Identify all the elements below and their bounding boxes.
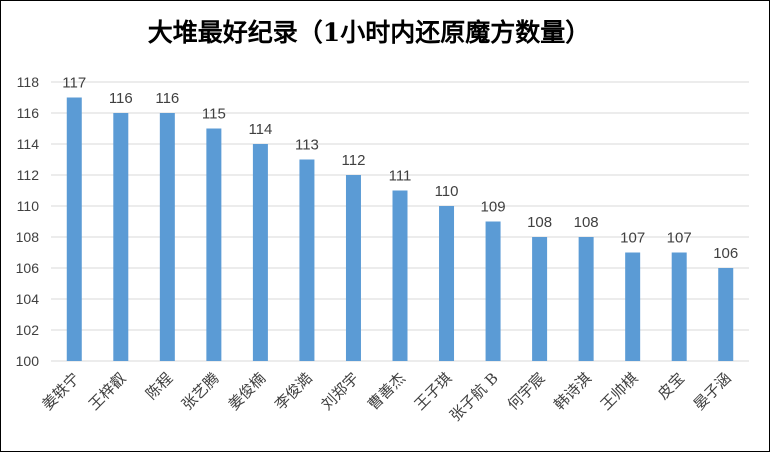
x-category-label: 张子航 B: [446, 369, 502, 425]
x-category-label: 韩诗淇: [550, 369, 595, 414]
x-category-label: 曹善杰: [364, 369, 409, 414]
bar: [578, 237, 594, 361]
x-category-label: 李俊澔: [271, 369, 316, 414]
bar: [439, 206, 455, 361]
y-tick-label: 118: [17, 74, 40, 90]
bar: [532, 237, 548, 361]
bar-value-label: 108: [527, 214, 552, 231]
bars: [66, 97, 734, 361]
y-tick-label: 102: [16, 322, 40, 338]
bar: [252, 144, 268, 361]
bar: [113, 113, 129, 361]
bar: [159, 113, 175, 361]
y-tick-label: 100: [16, 353, 40, 369]
chart-title: 大堆最好纪录（1小时内还原魔方数量）: [148, 18, 590, 47]
x-category-label: 刘郑宇: [318, 369, 363, 414]
bar-value-label: 106: [713, 245, 738, 262]
x-category-label: 姜轶宁: [39, 369, 84, 414]
y-axis-ticks: 100 102 104 106 108 110 112 114 116 118: [16, 74, 40, 369]
y-tick-label: 112: [17, 167, 40, 183]
bar: [392, 190, 408, 361]
bar-value-label: 107: [620, 230, 645, 247]
x-category-label: 张艺腾: [178, 369, 223, 414]
bar: [206, 128, 222, 361]
bar: [718, 268, 734, 361]
x-category-label: 皮宝: [654, 369, 688, 403]
bar-value-label: 112: [342, 152, 366, 169]
bar-value-label: 113: [295, 137, 319, 154]
y-tick-label: 106: [16, 260, 40, 276]
bar-value-label: 116: [155, 90, 179, 107]
x-category-label: 晏子涵: [690, 369, 735, 414]
bar-value-label: 110: [435, 183, 459, 200]
x-category-label: 陈程: [142, 369, 176, 403]
bar-value-label: 111: [389, 168, 412, 185]
bar: [299, 159, 315, 361]
y-tick-label: 104: [16, 291, 40, 307]
bar-value-label: 117: [62, 75, 86, 92]
x-category-label: 王帅棋: [597, 369, 642, 414]
bar-value-label: 108: [574, 214, 599, 231]
bar-value-label: 109: [481, 199, 506, 216]
bar: [66, 97, 82, 361]
bar-value-label: 115: [202, 106, 226, 123]
y-tick-label: 114: [17, 136, 40, 152]
bar-value-label: 114: [248, 121, 272, 138]
bar-value-label: 107: [667, 230, 692, 247]
bar: [625, 252, 641, 361]
bar-value-label: 116: [109, 90, 133, 107]
y-tick-label: 108: [16, 229, 40, 245]
y-tick-label: 116: [17, 105, 40, 121]
x-category-label: 姜俊楠: [225, 369, 270, 414]
x-category-label: 王梓叡: [85, 369, 130, 414]
x-category-label: 何宇宸: [504, 369, 549, 414]
y-tick-label: 110: [17, 198, 40, 214]
bar: [671, 252, 687, 361]
x-category-label: 王子琪: [411, 369, 456, 414]
bar: [345, 175, 361, 361]
bar: [485, 221, 501, 361]
data-labels: 117 116 116 115 114 113 112 111 110 109 108 108 107 1…: [62, 75, 738, 263]
